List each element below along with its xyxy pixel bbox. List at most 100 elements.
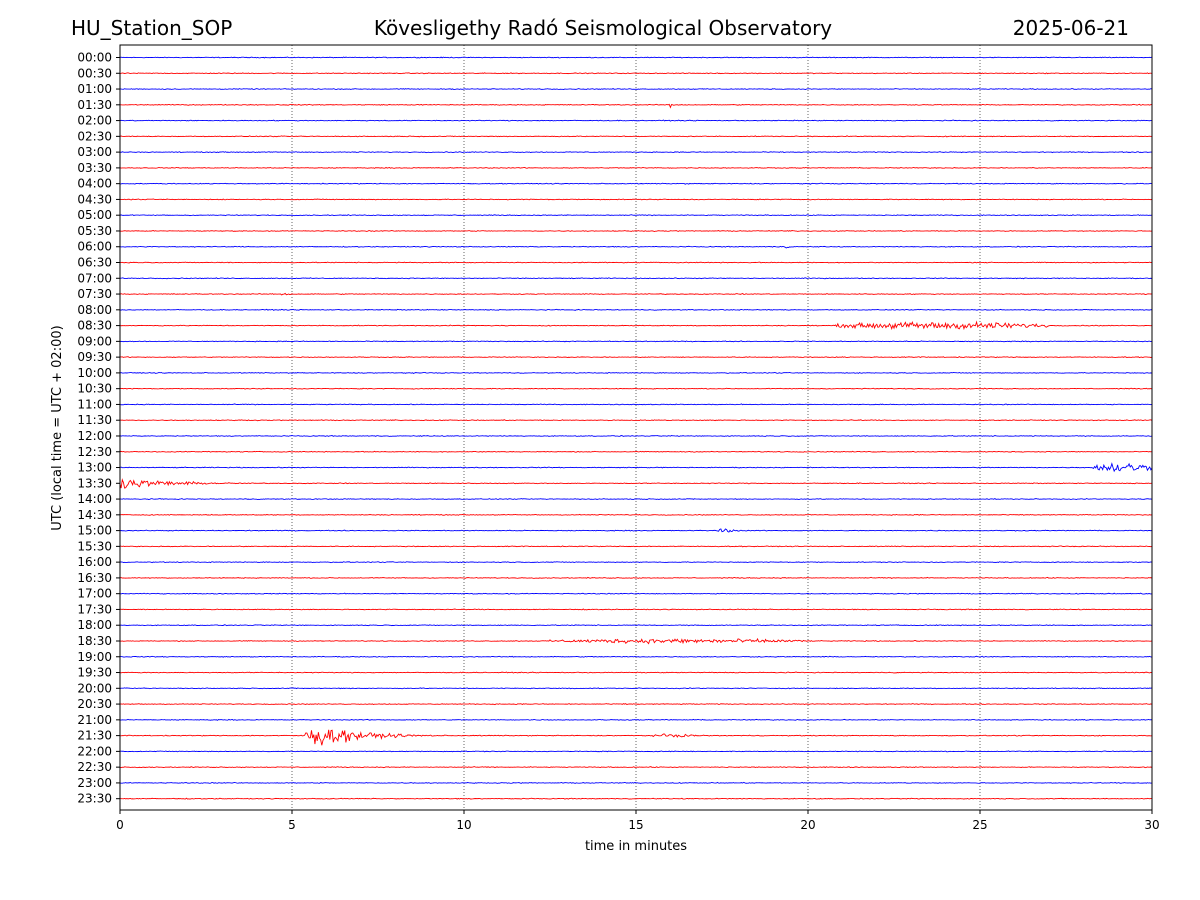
trace-1000 xyxy=(119,371,1153,374)
y-tick-label: 17:00 xyxy=(77,587,112,601)
trace-1400 xyxy=(119,497,1153,501)
trace-2130 xyxy=(119,729,1153,746)
y-tick-label: 06:30 xyxy=(77,256,112,270)
trace-0600 xyxy=(119,245,1153,249)
x-tick-label: 25 xyxy=(972,818,987,832)
y-tick-label: 06:00 xyxy=(77,240,112,254)
trace-1330 xyxy=(119,478,1153,489)
y-tick-label: 12:30 xyxy=(77,445,112,459)
trace-1230 xyxy=(119,450,1153,453)
y-tick-label: 10:30 xyxy=(77,382,112,396)
trace-0830 xyxy=(119,320,1153,331)
trace-1630 xyxy=(119,576,1153,579)
trace-0730 xyxy=(119,292,1153,296)
y-tick-label: 14:30 xyxy=(77,508,112,522)
trace-0930 xyxy=(119,356,1153,359)
y-tick-label: 04:00 xyxy=(77,177,112,191)
y-tick-label: 05:00 xyxy=(77,208,112,222)
trace-0000 xyxy=(119,56,1153,59)
y-tick-label: 09:00 xyxy=(77,334,112,348)
trace-1730 xyxy=(119,608,1153,611)
trace-0200 xyxy=(119,119,1153,122)
trace-1900 xyxy=(119,655,1153,658)
y-tick-label: 17:30 xyxy=(77,602,112,616)
y-tick-label: 20:00 xyxy=(77,681,112,695)
trace-1800 xyxy=(119,624,1153,627)
y-tick-label: 01:00 xyxy=(77,82,112,96)
trace-1100 xyxy=(119,403,1153,406)
y-tick-label: 00:30 xyxy=(77,66,112,80)
x-axis-label: time in minutes xyxy=(585,839,687,854)
trace-2030 xyxy=(119,703,1153,706)
trace-0030 xyxy=(119,72,1153,75)
trace-1300 xyxy=(119,462,1153,473)
trace-0500 xyxy=(119,214,1153,217)
y-tick-label: 03:00 xyxy=(77,145,112,159)
trace-0400 xyxy=(119,182,1153,185)
trace-1200 xyxy=(119,434,1153,437)
y-tick-label: 19:00 xyxy=(77,650,112,664)
trace-0130 xyxy=(119,103,1153,109)
trace-2330 xyxy=(119,797,1153,800)
y-tick-label: 21:30 xyxy=(77,729,112,743)
x-tick-label: 5 xyxy=(288,818,296,832)
trace-0230 xyxy=(119,135,1153,138)
y-tick-label: 09:30 xyxy=(77,350,112,364)
y-tick-label: 02:00 xyxy=(77,114,112,128)
y-tick-label: 02:30 xyxy=(77,129,112,143)
x-tick-label: 15 xyxy=(628,818,643,832)
trace-1430 xyxy=(119,513,1153,516)
trace-1130 xyxy=(119,419,1153,422)
y-tick-label: 22:30 xyxy=(77,760,112,774)
trace-1530 xyxy=(119,545,1153,548)
trace-2200 xyxy=(119,750,1153,753)
x-tick-label: 10 xyxy=(456,818,471,832)
trace-0330 xyxy=(119,166,1153,169)
trace-1830 xyxy=(119,637,1153,645)
y-tick-label: 21:00 xyxy=(77,713,112,727)
observatory-title: Kövesligethy Radó Seismological Observat… xyxy=(374,16,832,40)
y-tick-label: 00:00 xyxy=(77,51,112,65)
y-tick-label: 20:30 xyxy=(77,697,112,711)
y-tick-label: 14:00 xyxy=(77,492,112,506)
trace-0700 xyxy=(119,277,1153,280)
x-tick-label: 0 xyxy=(116,818,124,832)
y-tick-label: 03:30 xyxy=(77,161,112,175)
y-tick-label: 11:30 xyxy=(77,413,112,427)
trace-0430 xyxy=(119,198,1153,201)
y-tick-label: 13:30 xyxy=(77,476,112,490)
trace-0630 xyxy=(119,261,1153,264)
trace-0530 xyxy=(119,229,1153,232)
y-tick-label: 18:30 xyxy=(77,634,112,648)
y-tick-label: 08:00 xyxy=(77,303,112,317)
y-tick-label: 19:30 xyxy=(77,666,112,680)
trace-1030 xyxy=(119,387,1153,390)
y-tick-label: 01:30 xyxy=(77,98,112,112)
x-axis-ticks: 0 5 10 15 20 25 30 xyxy=(116,810,1160,832)
y-tick-label: 10:00 xyxy=(77,366,112,380)
trace-2100 xyxy=(119,718,1153,721)
y-tick-label: 16:00 xyxy=(77,555,112,569)
y-tick-label: 15:00 xyxy=(77,524,112,538)
trace-1700 xyxy=(119,592,1153,595)
trace-1930 xyxy=(119,671,1153,674)
y-tick-label: 11:00 xyxy=(77,397,112,411)
date-title: 2025-06-21 xyxy=(1013,16,1129,40)
trace-2300 xyxy=(119,781,1153,784)
x-tick-label: 30 xyxy=(1144,818,1159,832)
trace-1500 xyxy=(119,528,1153,533)
y-tick-label: 07:00 xyxy=(77,271,112,285)
plot-frame xyxy=(119,44,1153,811)
y-tick-label: 23:30 xyxy=(77,792,112,806)
y-tick-label: 12:00 xyxy=(77,429,112,443)
trace-1600 xyxy=(119,561,1153,564)
x-tick-label: 20 xyxy=(800,818,815,832)
trace-0800 xyxy=(119,308,1153,311)
y-tick-label: 15:30 xyxy=(77,539,112,553)
seismogram-traces xyxy=(119,56,1153,800)
y-axis-label: UTC (local time = UTC + 02:00) xyxy=(50,325,65,530)
y-tick-label: 04:30 xyxy=(77,192,112,206)
